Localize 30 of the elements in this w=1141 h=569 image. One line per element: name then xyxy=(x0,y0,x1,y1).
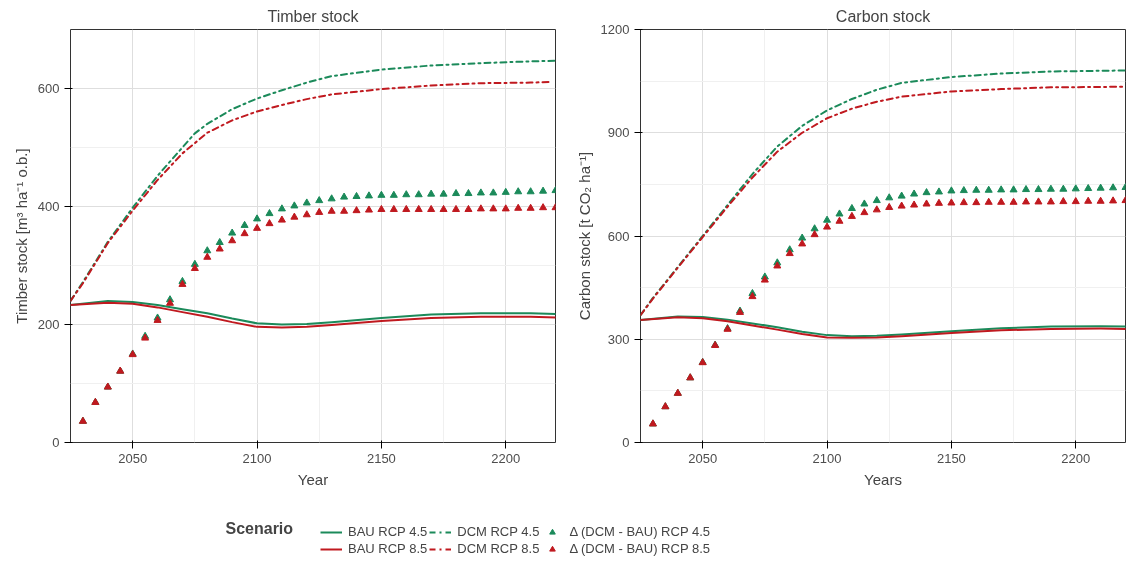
y-tick-label: 0 xyxy=(622,435,630,450)
y-tick-label: 600 xyxy=(607,228,630,244)
legend-label: DCM RCP 8.5 xyxy=(457,541,540,556)
y-tick-label: 900 xyxy=(607,125,630,141)
chart-title: Carbon stock xyxy=(835,7,932,25)
legend-label: Δ (DCM - BAU) RCP 8.5 xyxy=(569,541,711,556)
legend-label: Δ (DCM - BAU) RCP 4.5 xyxy=(569,524,711,539)
x-tick-label: 2050 xyxy=(118,450,148,466)
legend-label: BAU RCP 8.5 xyxy=(348,541,428,556)
x-axis-title: Years xyxy=(864,470,902,488)
y-axis-title: Carbon stock [t CO₂ ha⁻¹] xyxy=(575,151,593,321)
y-tick-label: 400 xyxy=(37,199,60,214)
legend-label: DCM RCP 4.5 xyxy=(457,524,540,539)
y-tick-label: 300 xyxy=(607,331,630,347)
y-tick-label: 200 xyxy=(37,317,60,332)
legend-title: Scenario xyxy=(225,519,294,537)
x-tick-label: 2200 xyxy=(1061,450,1091,466)
x-tick-label: 2150 xyxy=(366,450,396,466)
y-axis-title: Timber stock [m³ ha⁻¹ o.b.] xyxy=(12,148,30,324)
y-tick-label: 600 xyxy=(37,81,60,96)
chart-title: Timber stock xyxy=(267,7,360,25)
y-tick-label: 1200 xyxy=(600,22,630,37)
x-tick-label: 2050 xyxy=(688,450,718,466)
x-tick-label: 2150 xyxy=(936,450,966,466)
x-tick-label: 2100 xyxy=(812,450,842,466)
x-tick-label: 2100 xyxy=(242,450,272,466)
x-tick-label: 2200 xyxy=(491,450,521,466)
x-axis-title: Year xyxy=(297,470,329,488)
legend-label: BAU RCP 4.5 xyxy=(348,524,428,539)
y-tick-label: 0 xyxy=(52,435,60,450)
